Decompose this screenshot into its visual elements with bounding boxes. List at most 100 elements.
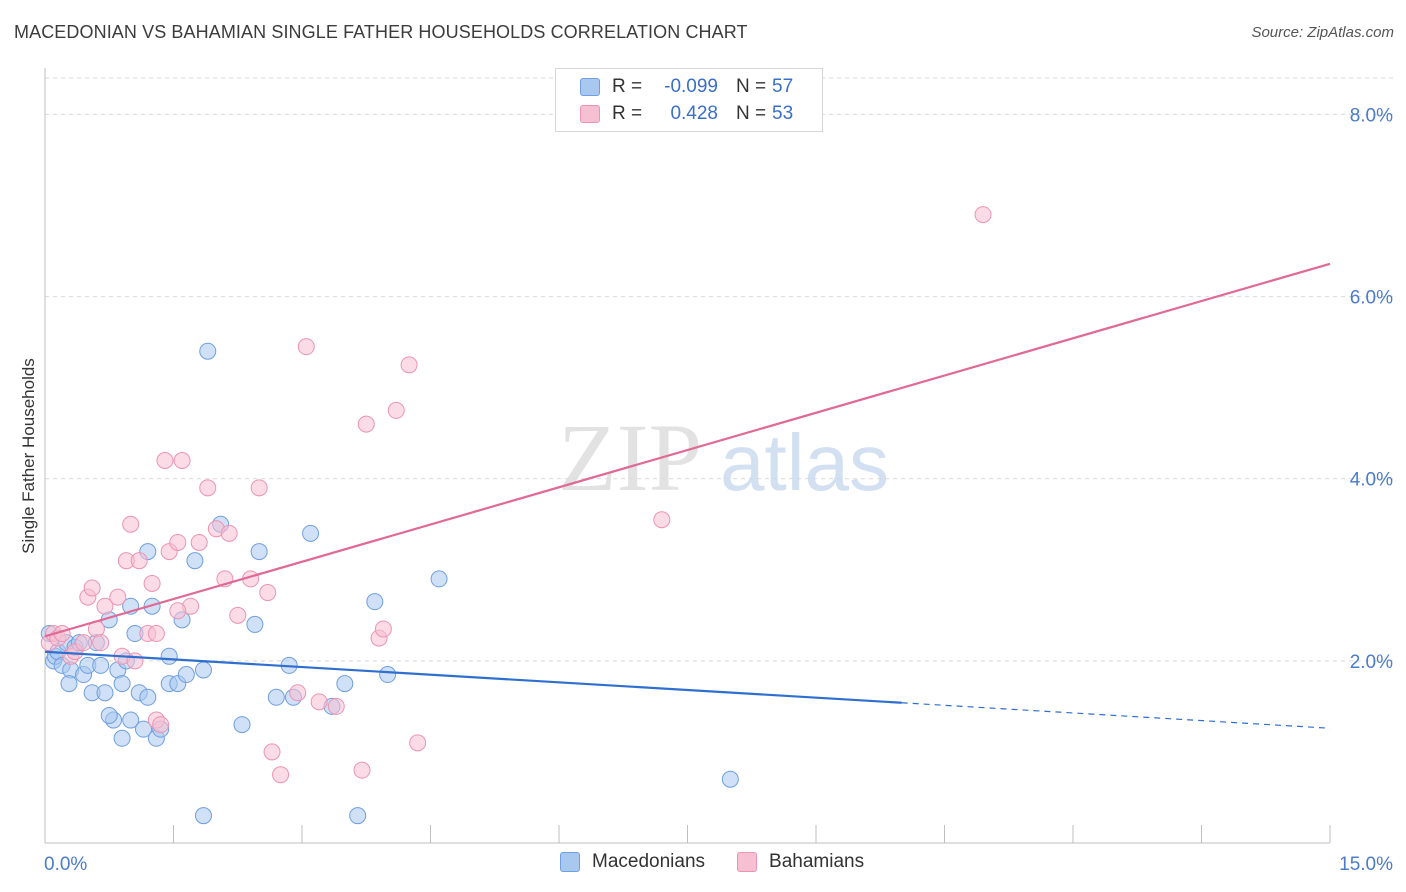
source-credit: Source: ZipAtlas.com <box>1251 24 1394 41</box>
legend-n-label: N = <box>736 76 767 97</box>
macedonian-point <box>233 716 251 734</box>
watermark: ZIP atlas <box>558 404 889 511</box>
macedonian-point <box>349 807 367 825</box>
bahamian-point <box>173 452 191 469</box>
axes <box>44 68 1331 844</box>
legend-label-bahamians: Bahamians <box>769 851 865 872</box>
bahamian-point <box>357 415 375 433</box>
bahamian-point <box>220 524 238 542</box>
bahamian-point <box>169 533 187 551</box>
legend-row-bahamians: R = 0.428 N = 53 <box>580 101 793 127</box>
bahamian-point <box>96 597 114 615</box>
legend-r-label: R = <box>612 76 643 97</box>
watermark-atlas: atlas <box>720 418 889 507</box>
legend-n-label: N = <box>736 103 767 124</box>
bahamian-point <box>400 356 418 374</box>
bahamian-point <box>199 479 217 497</box>
x-tick-label: 0.0% <box>44 854 87 875</box>
trend-lines <box>44 262 1331 729</box>
bahamian-point <box>353 761 371 779</box>
legend-swatch-bahamians <box>580 105 600 123</box>
bahamian-point <box>126 652 144 670</box>
macedonian-point <box>122 711 140 729</box>
chart-title: MACEDONIAN VS BAHAMIAN SINGLE FATHER HOU… <box>14 22 748 42</box>
legend-swatch-bahamians <box>737 852 758 872</box>
macedonian-point <box>100 707 118 724</box>
legend-label-macedonians: Macedonians <box>592 851 706 872</box>
bahamian-point <box>409 734 427 752</box>
macedonian-point <box>186 552 204 570</box>
macedonian-point <box>721 770 739 788</box>
bahamian-point <box>92 634 110 652</box>
bahamian-point <box>272 766 290 784</box>
y-tick-label: 6.0% <box>1350 288 1393 309</box>
bahamian-point <box>83 579 101 597</box>
macedonian-point <box>267 688 285 706</box>
legend-n-value: 57 <box>772 76 794 97</box>
macedonian-point <box>194 807 212 825</box>
bahamian-point <box>263 743 281 761</box>
legend-swatch-macedonians <box>580 78 600 96</box>
legend-item-macedonians[interactable]: Macedonians <box>560 851 705 873</box>
x-tick-label: 15.0% <box>1339 854 1393 875</box>
macedonian-point <box>430 570 448 588</box>
macedonian-point <box>113 729 131 747</box>
macedonian-point <box>250 543 268 561</box>
bahamian-point <box>250 479 268 497</box>
macedonian-point <box>246 615 264 633</box>
y-axis-label: Single Father Households <box>19 358 38 554</box>
bahamian-point <box>147 625 165 643</box>
bahamian-point <box>259 584 277 602</box>
macedonian-point <box>336 675 354 693</box>
macedonian-point <box>199 342 217 360</box>
bahamian-point <box>190 533 208 551</box>
x-tick-labels: 0.0% 15.0% <box>44 854 1393 875</box>
y-tick-label: 8.0% <box>1350 105 1393 126</box>
bahamian-point <box>169 602 187 620</box>
macedonian-point <box>177 666 195 684</box>
legend-item-bahamians[interactable]: Bahamians <box>737 851 864 873</box>
legend-r-value: -0.099 <box>664 76 718 97</box>
bahamian-point <box>289 684 307 702</box>
macedonian-point <box>139 688 157 706</box>
bahamian-point <box>310 693 328 711</box>
bahamian-point <box>387 401 405 419</box>
macedonian-trend-line <box>44 650 902 704</box>
bahamian-point <box>75 634 93 652</box>
macedonian-point <box>379 666 397 684</box>
legend-row-macedonians: R = -0.099 N = 57 <box>580 74 793 100</box>
bahamian-point <box>327 697 345 715</box>
macedonian-point <box>366 593 384 611</box>
bahamian-point <box>109 588 127 606</box>
watermark-zip: ZIP <box>558 404 702 511</box>
macedonian-trend-extension <box>901 702 1331 729</box>
bahamian-point <box>130 552 148 570</box>
macedonian-point <box>92 656 110 674</box>
macedonian-point <box>302 524 320 542</box>
bahamian-point <box>974 206 992 224</box>
legend-r-value: 0.428 <box>670 103 718 124</box>
macedonian-point <box>194 661 212 679</box>
legend-n-value: 53 <box>772 103 794 124</box>
bahamian-point <box>297 338 315 356</box>
y-tick-label: 4.0% <box>1350 470 1393 491</box>
bahamian-point <box>653 511 671 529</box>
macedonian-point <box>60 675 78 693</box>
macedonian-point <box>160 647 178 665</box>
correlation-legend: R = -0.099 N = 57 R = 0.428 N = 53 <box>555 68 823 132</box>
bahamian-point <box>143 574 161 592</box>
macedonian-point <box>135 720 153 738</box>
legend-r-label: R = <box>612 103 643 124</box>
macedonian-point <box>96 684 114 702</box>
legend-swatch-macedonians <box>560 852 580 872</box>
bahamian-trend-line <box>44 262 1331 638</box>
series-legend: Macedonians Bahamians <box>560 851 896 873</box>
bahamian-point <box>152 716 170 734</box>
bahamian-point <box>122 515 140 533</box>
macedonian-point <box>113 675 131 693</box>
y-tick-labels: 2.0% 4.0% 6.0% 8.0% <box>1350 105 1393 672</box>
y-tick-label: 2.0% <box>1350 652 1393 673</box>
bahamian-point <box>374 620 392 638</box>
bahamian-point <box>229 606 247 624</box>
